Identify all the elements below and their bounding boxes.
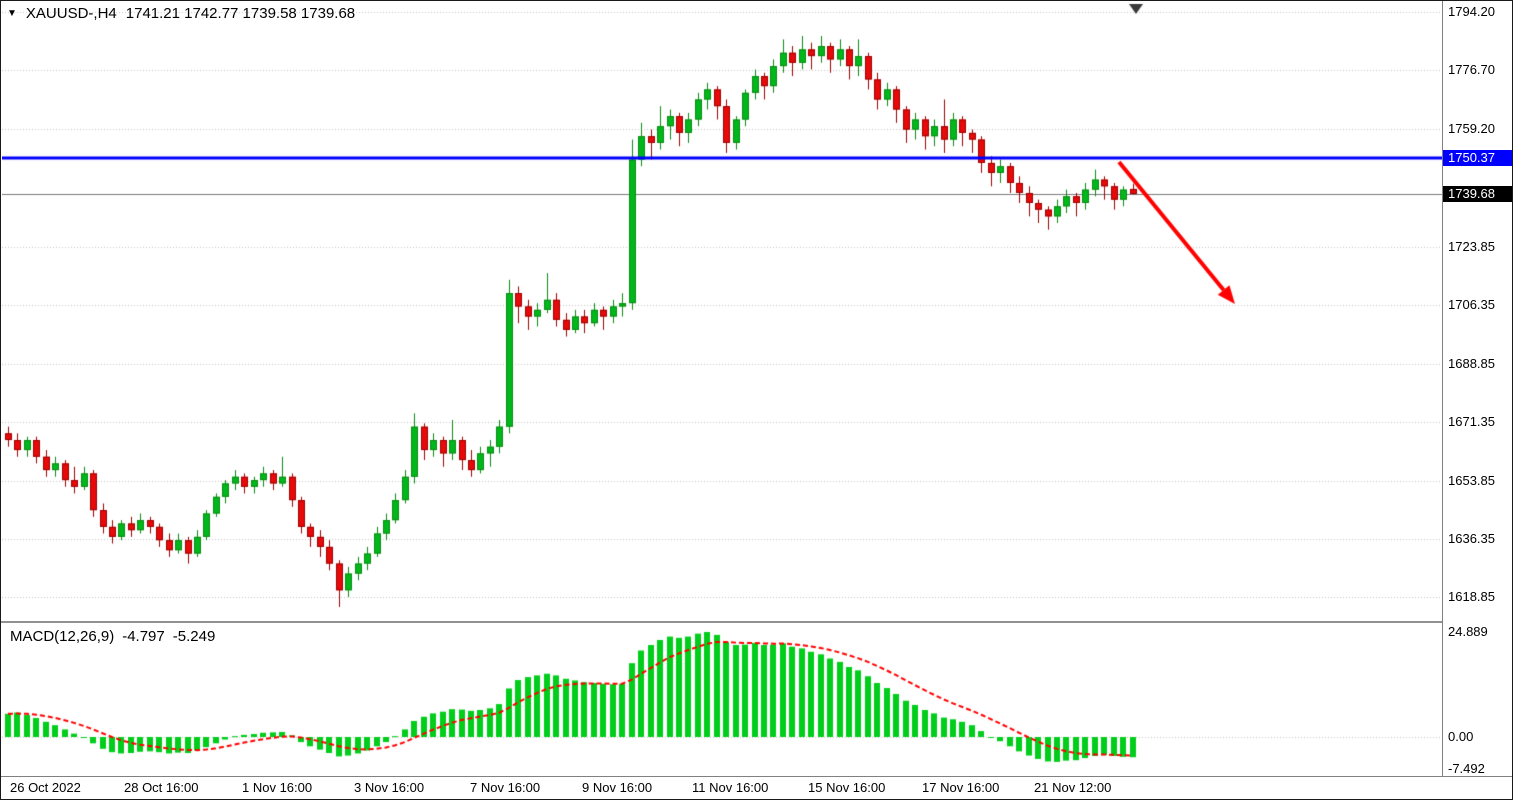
time-axis-label: 7 Nov 16:00 [470, 780, 541, 795]
macd-indicator-label: MACD(12,26,9) -4.797 -5.249 [10, 628, 215, 645]
price-axis-tick: 1776.70 [1448, 62, 1495, 78]
price-axis-tick: 1794.20 [1448, 4, 1495, 20]
axis-separator [1442, 1, 1443, 776]
macd-axis-tick: -7.492 [1448, 760, 1485, 776]
pane-divider[interactable] [1, 621, 1443, 623]
time-axis-label: 28 Oct 16:00 [124, 780, 199, 795]
macd-signal-value: -5.249 [172, 628, 216, 645]
chart-title: ▼ XAUUSD-,H4 1741.21 1742.77 1739.58 173… [7, 5, 355, 22]
price-axis-tick: 1706.35 [1448, 297, 1495, 313]
time-axis-label: 26 Oct 2022 [10, 780, 81, 795]
time-axis[interactable]: 26 Oct 2022 28 Oct 16:00 1 Nov 16:00 3 Nov … [2, 777, 1512, 799]
time-axis-separator [1, 776, 1512, 777]
price-axis-tick: 1688.85 [1448, 355, 1495, 371]
time-axis-label: 3 Nov 16:00 [354, 780, 425, 795]
time-axis-label: 17 Nov 16:00 [922, 780, 1000, 795]
current-price-tag: 1739.68 [1443, 186, 1512, 203]
macd-axis-tick: 0.00 [1448, 729, 1474, 744]
time-axis-label: 15 Nov 16:00 [808, 780, 886, 795]
price-chart-canvas[interactable] [2, 2, 1442, 621]
price-axis-tick: 1759.20 [1448, 120, 1495, 136]
price-axis-tick: 1618.85 [1448, 589, 1495, 605]
macd-name: MACD(12,26,9) [10, 628, 115, 645]
macd-indicator-canvas[interactable] [2, 623, 1442, 776]
time-axis-label: 21 Nov 12:00 [1034, 780, 1112, 795]
price-axis-tick: 1723.85 [1448, 238, 1495, 254]
macd-axis-tick: 24.889 [1448, 623, 1488, 639]
price-axis[interactable]: 1750.37 1739.68 1794.20 1776.70 1759.20 172… [1443, 1, 1512, 776]
time-axis-label: 1 Nov 16:00 [242, 780, 313, 795]
chart-ohlc-values: 1741.21 1742.77 1739.58 1739.68 [125, 5, 356, 22]
time-axis-label: 9 Nov 16:00 [582, 780, 653, 795]
blue-line-price-tag[interactable]: 1750.37 [1443, 150, 1512, 167]
price-axis-tick: 1636.35 [1448, 531, 1495, 547]
price-axis-tick: 1671.35 [1448, 414, 1495, 430]
price-axis-tick: 1653.85 [1448, 472, 1495, 488]
time-axis-label: 11 Nov 16:00 [692, 780, 769, 795]
chart-dropdown-icon[interactable]: ▼ [7, 8, 17, 19]
chart-symbol-label: XAUUSD-,H4 [25, 5, 117, 22]
macd-main-value: -4.797 [122, 628, 165, 645]
